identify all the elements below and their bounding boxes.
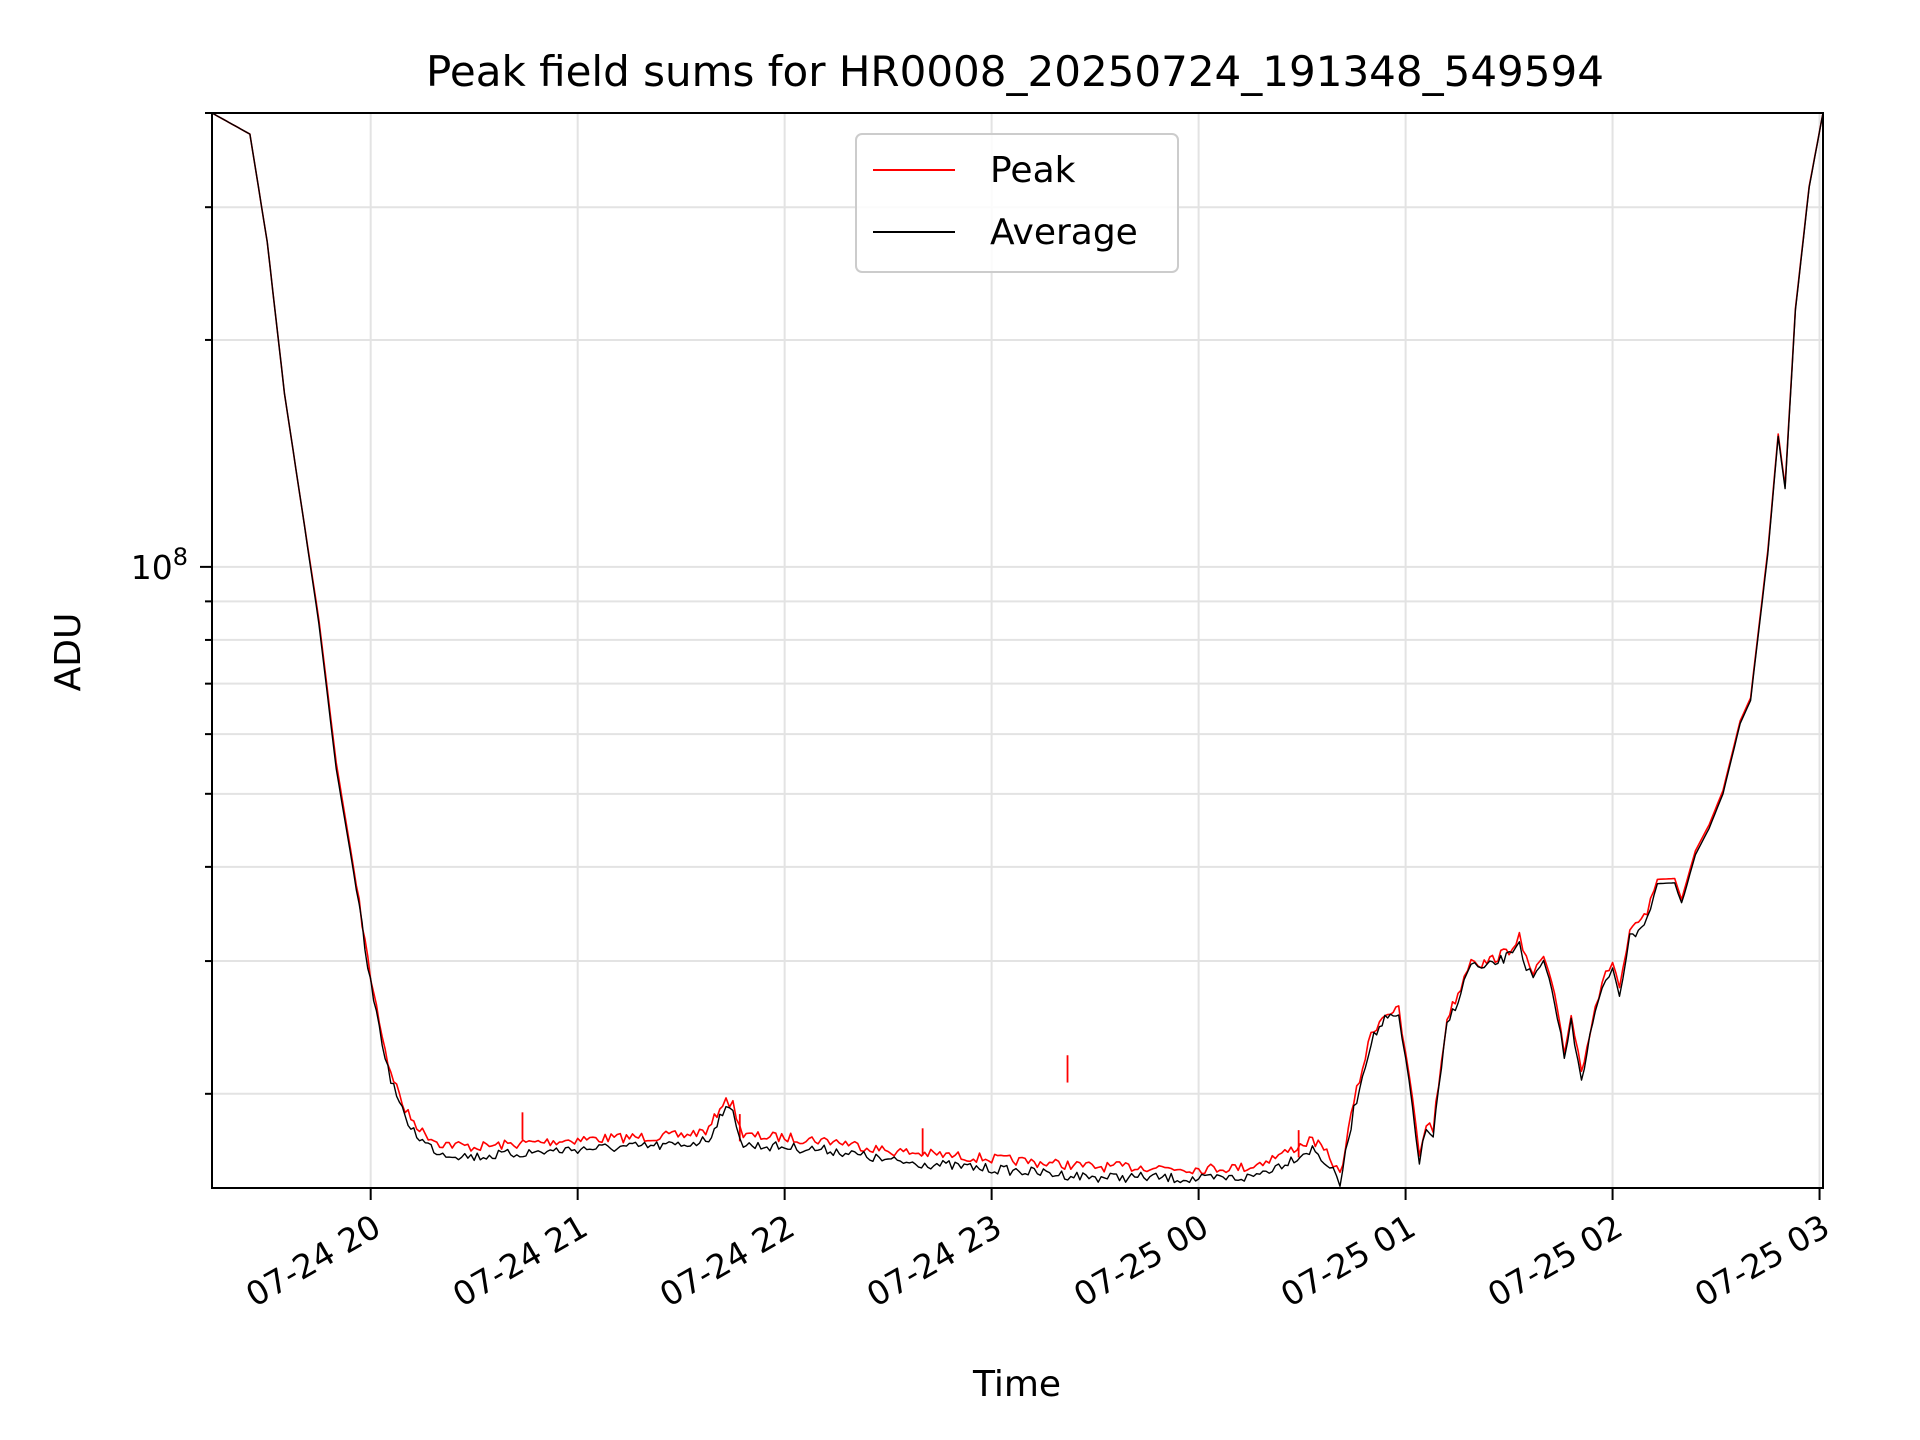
legend-label-peak: Peak: [990, 150, 1076, 191]
y-axis-label: ADU: [48, 613, 89, 692]
series-line-peak: [211, 112, 1824, 1175]
legend: Peak Average: [855, 133, 1179, 273]
series-line-average: [211, 112, 1824, 1187]
legend-box: [855, 133, 1179, 273]
x-axis-label: Time: [972, 1364, 1061, 1405]
plot-series: [211, 112, 1824, 1187]
y-axis: 108: [131, 112, 212, 1095]
legend-label-average: Average: [990, 212, 1138, 253]
chart-title: Peak field sums for HR0008_20250724_1913…: [426, 47, 1604, 96]
y-tick-label: 108: [131, 543, 188, 587]
plot-frame: [211, 112, 1824, 1189]
